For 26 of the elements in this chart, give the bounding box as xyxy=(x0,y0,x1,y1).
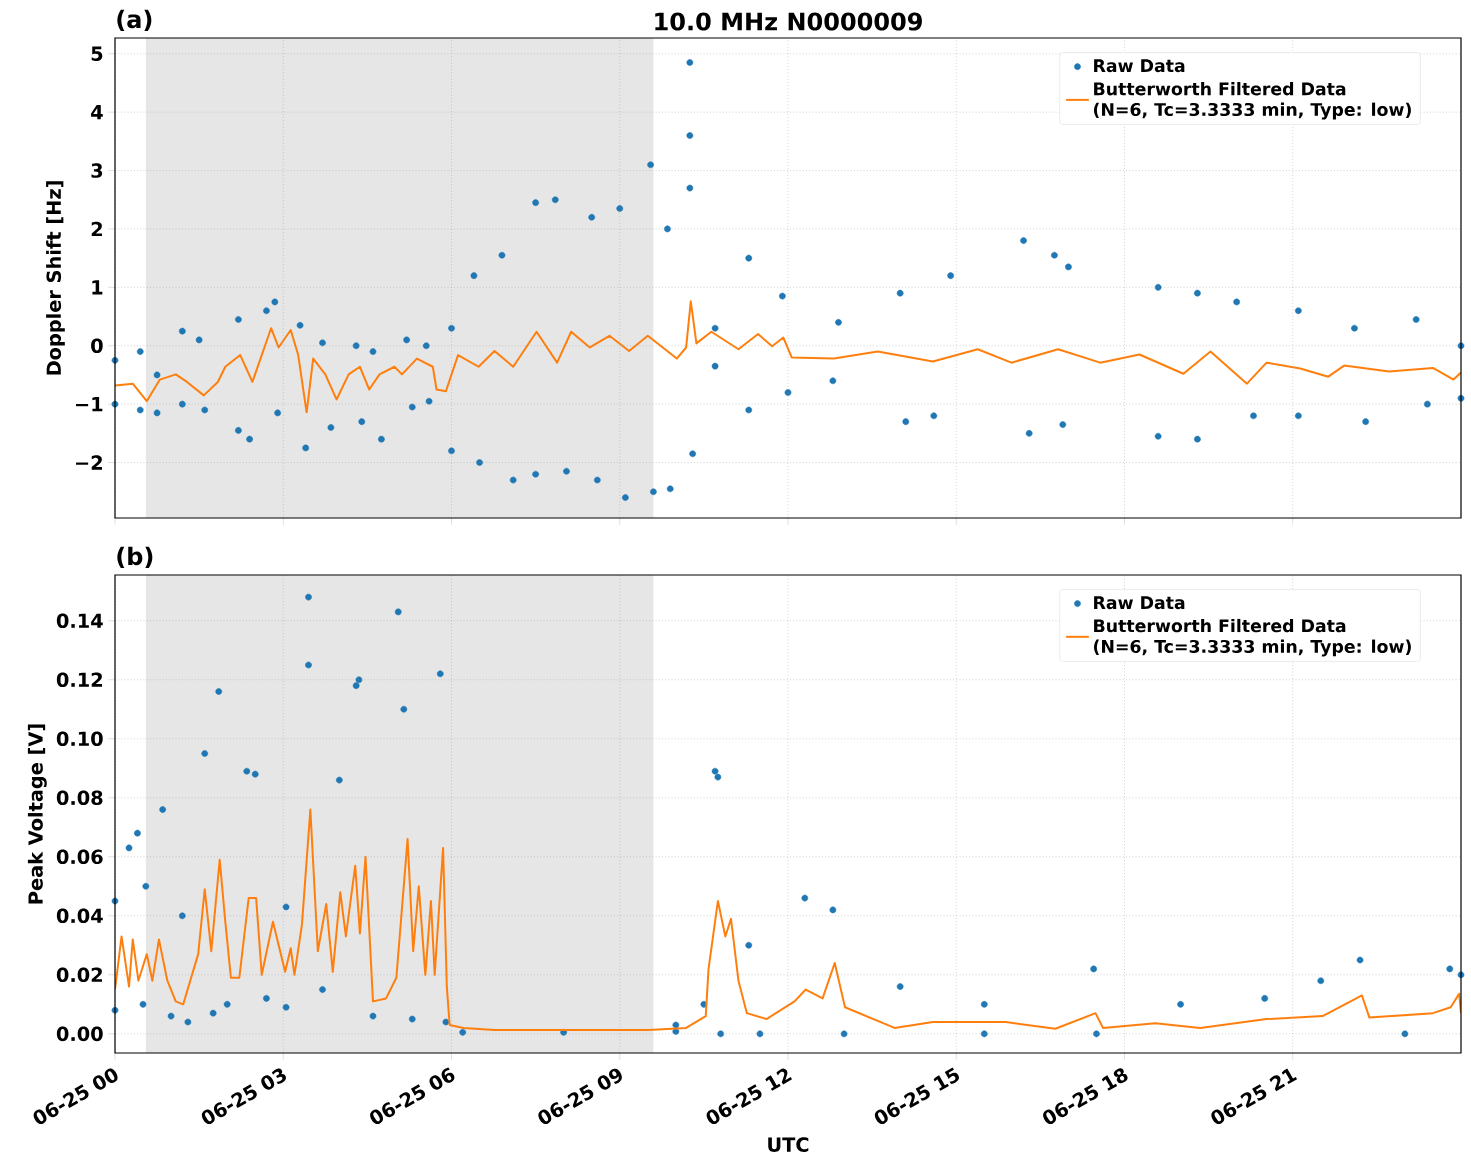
y-tick-label: −2 xyxy=(76,455,102,470)
y-tick-label: 0.12 xyxy=(56,672,102,688)
y-tick-label: 0.08 xyxy=(56,790,103,806)
chart-title: 10.0 MHz N0000009 xyxy=(655,12,922,31)
y-tick-label: 5 xyxy=(91,46,103,61)
y-axis-title: Doppler Shift [Hz] xyxy=(46,181,65,375)
y-tick-label: 0.10 xyxy=(56,731,103,747)
text: (b) xyxy=(117,546,153,569)
y-tick-label: −1 xyxy=(76,397,103,412)
x-axis-title: UTC xyxy=(768,1137,809,1152)
legend-label: Butterworth Filtered Data (N=6, Tc=3.3333 min, Type: low) xyxy=(1094,81,1411,120)
y-tick-label: 0 xyxy=(91,338,103,354)
text: (a) xyxy=(117,9,152,32)
legend-label: Raw Data xyxy=(1094,59,1185,73)
y-tick-label: 0.00 xyxy=(56,1026,103,1042)
y-tick-label: 0.04 xyxy=(56,908,103,924)
y-tick-label: 0.02 xyxy=(56,967,102,983)
y-tick-label: 1 xyxy=(92,280,103,295)
y-tick-label: 3 xyxy=(91,163,103,178)
y-tick-label: 0.14 xyxy=(56,613,103,629)
y-tick-label: 2 xyxy=(91,221,102,237)
y-tick-label: 4 xyxy=(91,105,103,120)
legend-label: Butterworth Filtered Data (N=6, Tc=3.3333 min, Type: low) xyxy=(1094,618,1411,657)
y-tick-label: 0.06 xyxy=(56,849,103,865)
y-axis-title: Peak Voltage [V] xyxy=(27,724,47,904)
legend-label: Raw Data xyxy=(1094,596,1185,610)
